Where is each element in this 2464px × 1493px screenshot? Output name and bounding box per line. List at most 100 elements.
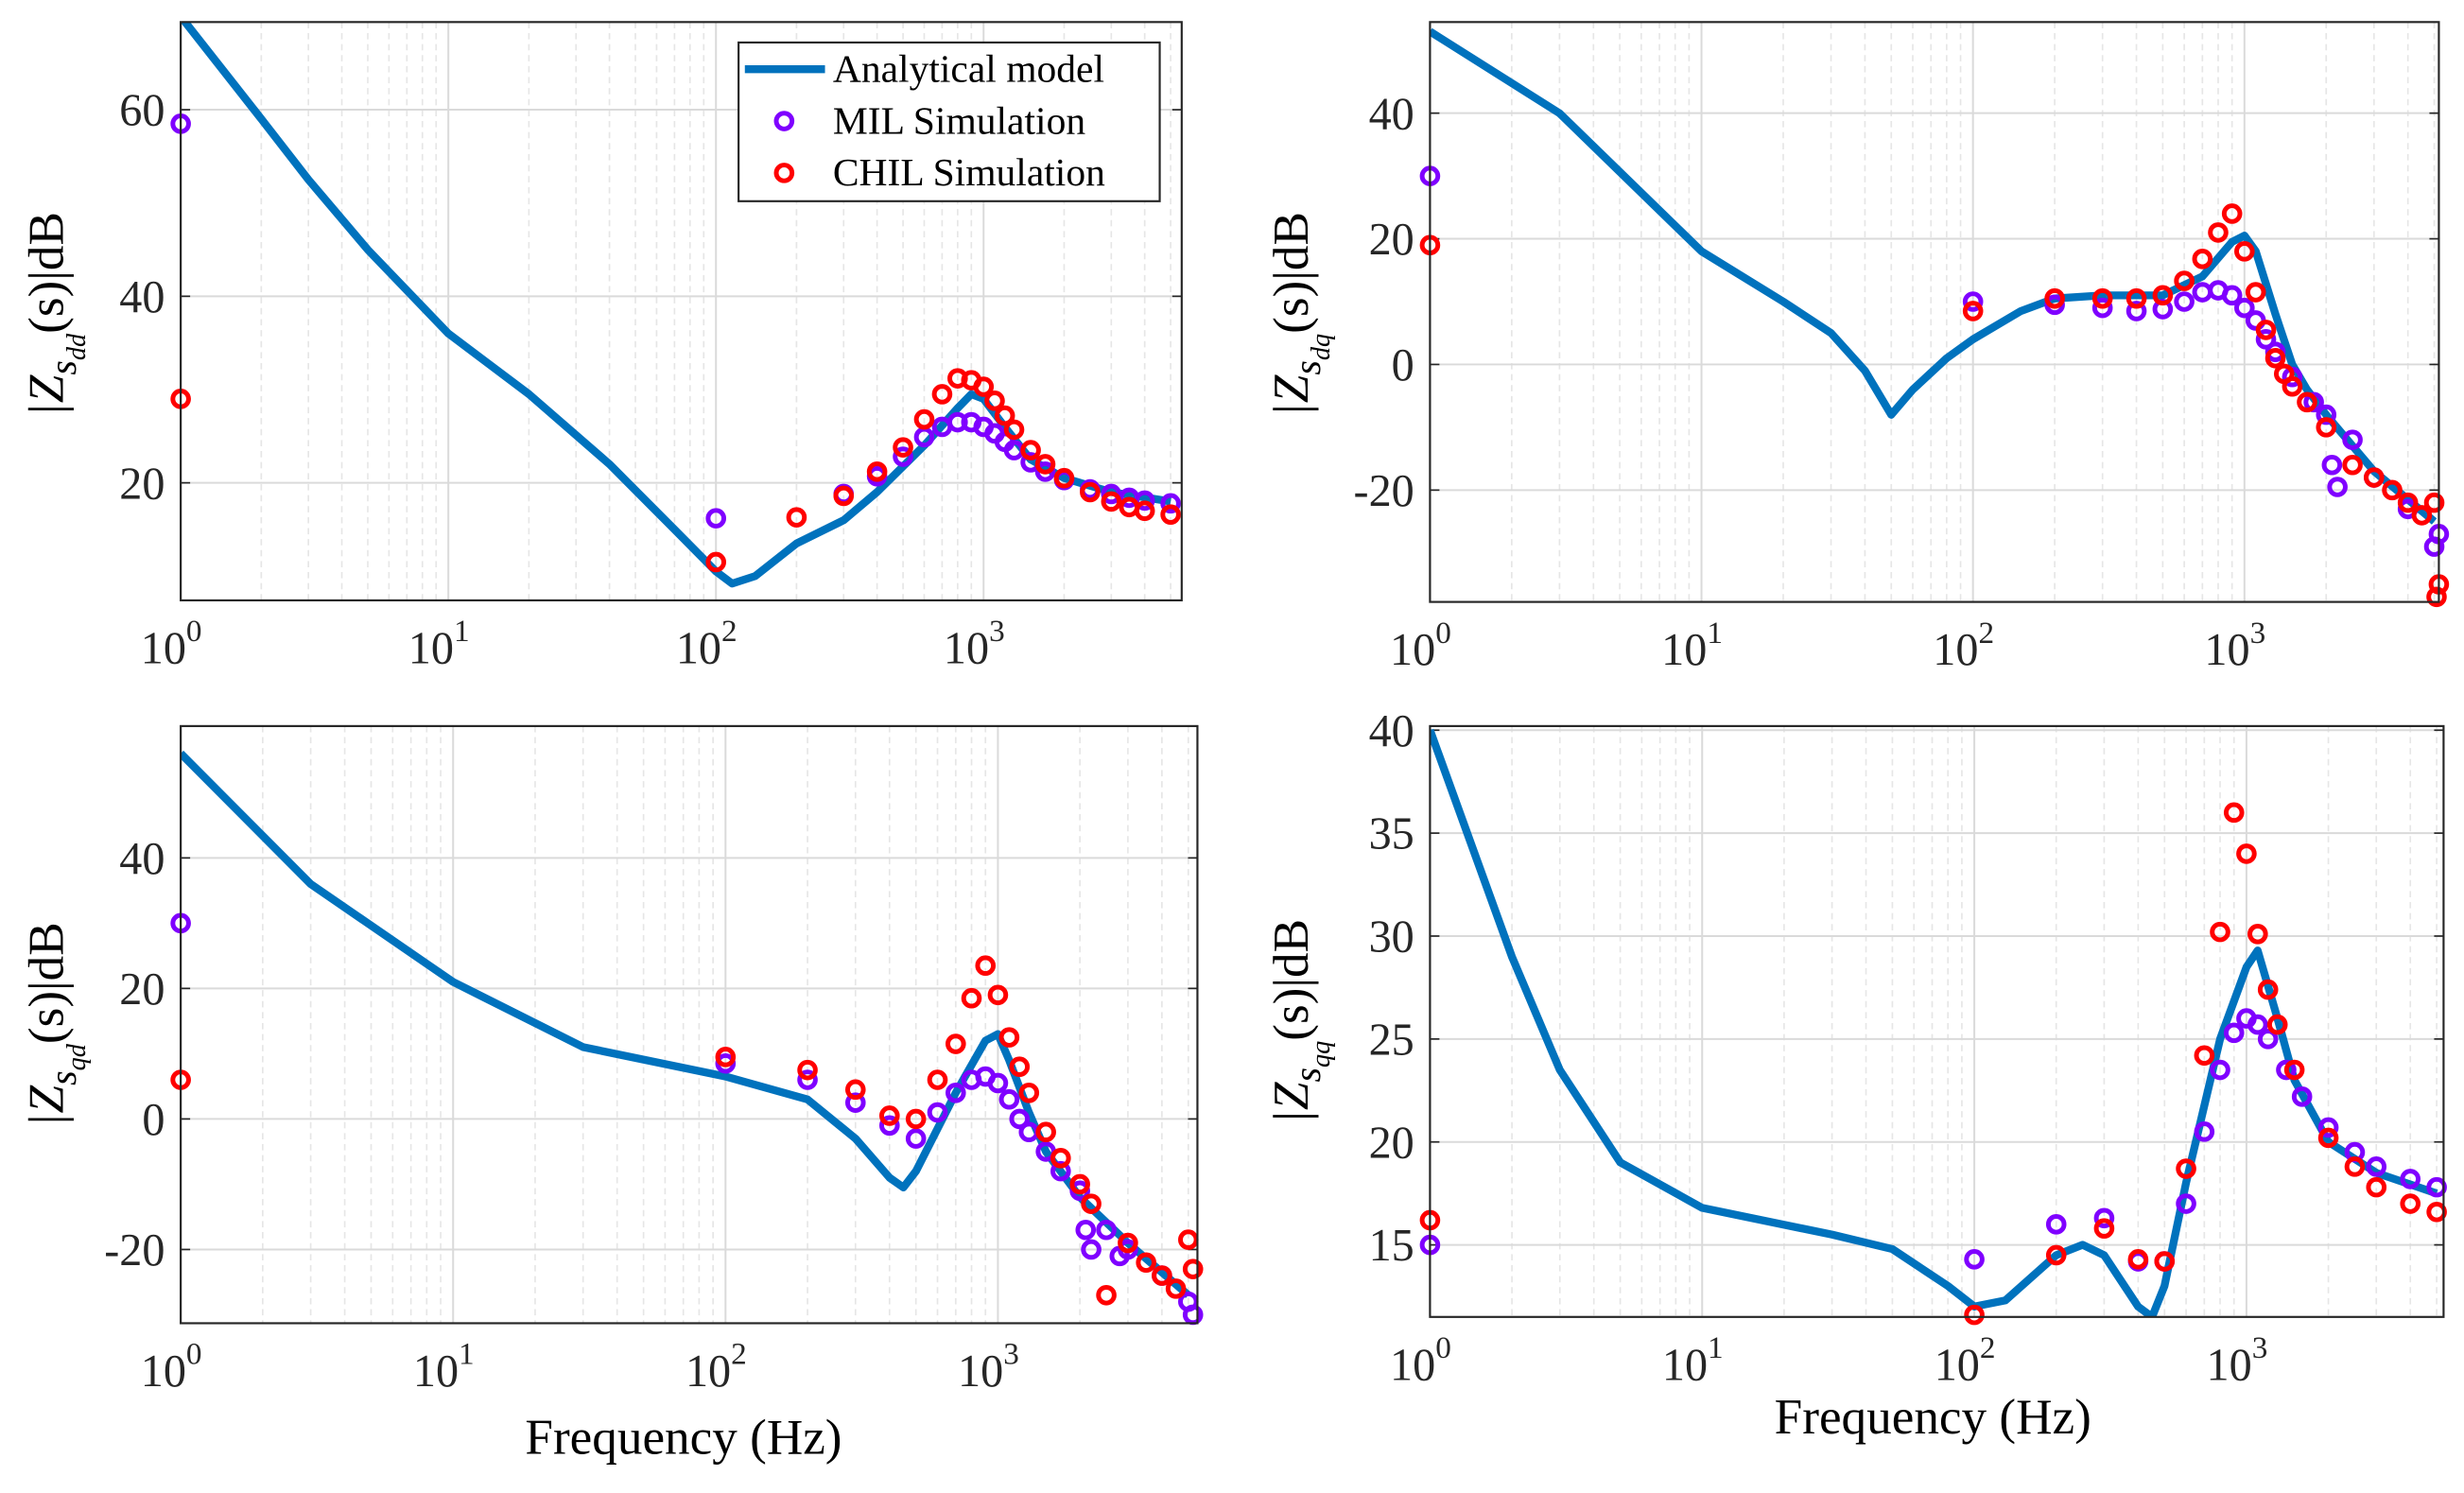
mil-marker	[2316, 404, 2337, 425]
chil-marker	[844, 1079, 866, 1101]
x-tick-label: 101	[1661, 616, 1723, 675]
chil-marker	[2366, 1176, 2387, 1198]
x-tick-label: 103	[2204, 616, 2265, 675]
panel-sqq: 100 101 102 103 15 20 25 30 35 40 |Zsqq(s)|dB Frequ…	[1263, 706, 2447, 1445]
y-tick-label: 0	[142, 1095, 165, 1145]
x-tick-label: 102	[676, 614, 737, 673]
y-tick-label: 40	[1369, 706, 1414, 756]
chil-marker	[2297, 391, 2317, 413]
chil-marker	[2152, 285, 2174, 306]
chil-marker	[2045, 1244, 2067, 1266]
mil-marker	[2234, 297, 2255, 319]
chil-marker	[1069, 1173, 1090, 1195]
chil-marker	[1962, 301, 1984, 321]
mil-marker	[1075, 1219, 1097, 1241]
chil-marker	[2255, 320, 2277, 340]
chil-marker	[2210, 921, 2230, 943]
y-tick-label: 35	[1369, 809, 1414, 859]
analytical-model-line	[181, 750, 1191, 1298]
chil-marker	[2093, 1218, 2115, 1239]
chil-marker	[2423, 492, 2445, 513]
chil-marker	[1101, 491, 1122, 512]
x-tick-label: 103	[944, 614, 1005, 673]
chil-marker	[2426, 586, 2447, 608]
mil-marker	[1081, 1239, 1102, 1260]
chil-marker	[2400, 1193, 2421, 1214]
mil-marker	[2257, 1029, 2279, 1050]
y-tick-label: 20	[119, 964, 165, 1015]
chil-marker	[2247, 924, 2268, 945]
mil-marker	[2426, 1176, 2447, 1198]
mil-marker	[913, 426, 935, 448]
chil-marker	[961, 987, 982, 1009]
x-tick-label: 102	[685, 1337, 747, 1397]
chil-marker	[931, 384, 953, 405]
chil-marker	[2221, 203, 2243, 224]
chil-marker	[797, 1059, 818, 1081]
mil-marker	[1018, 1121, 1040, 1143]
chil-marker	[2245, 282, 2266, 303]
y-tick-label: 20	[1369, 1118, 1414, 1168]
chil-marker	[1003, 419, 1025, 441]
plot-area	[1430, 27, 2438, 525]
chil-marker	[905, 1108, 927, 1130]
chil-marker	[984, 391, 1005, 411]
y-tick-label: 20	[1369, 215, 1414, 265]
y-axis-label: |Zsqd(s)|dB	[18, 922, 91, 1127]
chil-marker	[1182, 1259, 1204, 1279]
y-tick-label: 25	[1369, 1015, 1414, 1065]
chil-marker	[2266, 1014, 2288, 1035]
chil-marker	[893, 437, 913, 458]
mil-marker	[905, 1128, 927, 1149]
chil-marker	[1134, 500, 1155, 522]
mil-marker	[893, 446, 913, 467]
plot-area	[181, 750, 1191, 1298]
chil-marker	[975, 955, 997, 977]
x-tick-label: 102	[1933, 616, 1994, 675]
chil-marker	[2194, 1045, 2215, 1067]
chil-marker	[1136, 1252, 1156, 1274]
axes-box	[180, 21, 1183, 602]
y-axis-label: |Zsqq(s)|dB	[1263, 919, 1336, 1124]
mil-marker	[2176, 1193, 2196, 1214]
chil-marker	[866, 460, 888, 482]
x-tick-label: 100	[141, 1337, 202, 1397]
chil-marker	[1118, 1232, 1138, 1254]
x-tick-label: 101	[413, 1337, 475, 1397]
mil-marker	[705, 508, 727, 529]
y-axis-label: |Zsdq(s)|dB	[1263, 212, 1336, 417]
mil-marker	[1160, 493, 1181, 514]
mil-marker	[878, 1115, 900, 1137]
y-tick-label: 40	[1369, 89, 1414, 139]
legend-chil-marker-icon	[773, 163, 795, 183]
mil-marker	[2093, 1207, 2115, 1229]
mil-marker	[2366, 1156, 2387, 1177]
chil-marker	[2126, 287, 2147, 309]
x-tick-label: 100	[1390, 1330, 1451, 1390]
chil-marker	[1165, 1278, 1187, 1299]
chil-marker	[1009, 1056, 1031, 1077]
mil-marker	[2255, 329, 2277, 350]
y-tick-label: 20	[119, 459, 165, 509]
chil-marker	[1096, 1284, 1117, 1306]
x-tick-label: 103	[2207, 1330, 2268, 1390]
mil-marker	[1096, 1219, 1117, 1241]
analytical-model-line	[1430, 27, 2438, 525]
chil-marker	[786, 507, 807, 528]
chil-marker	[2282, 375, 2303, 397]
chil-marker	[2364, 467, 2385, 488]
axes-box	[1429, 724, 2445, 1318]
legend-mil-marker-icon	[773, 111, 795, 131]
mil-marker	[2303, 391, 2324, 413]
y-tick-label: 40	[119, 272, 165, 322]
mil-marker	[1003, 440, 1025, 460]
mil-marker	[2045, 1214, 2067, 1235]
chil-marker	[2223, 802, 2245, 824]
chil-marker	[1152, 1265, 1172, 1286]
mil-marker	[844, 1092, 866, 1113]
y-axis-label: |Zsdd(s)|dB	[18, 212, 91, 417]
chil-marker	[715, 1047, 737, 1068]
chil-marker	[2397, 492, 2419, 513]
x-tick-label: 101	[1662, 1330, 1724, 1390]
